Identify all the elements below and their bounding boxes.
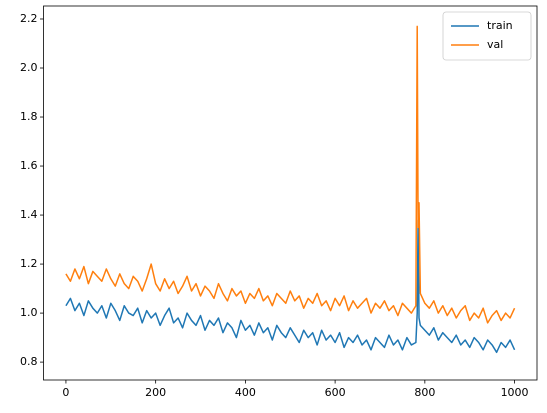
line-series [65,219,516,354]
y-tick-label: 2.2 [20,12,38,25]
y-tick-label: 1.6 [20,159,38,172]
y-tick-label: 1.8 [20,110,38,123]
legend-label: train [487,19,513,32]
x-tick-label: 0 [62,386,69,399]
plot-frame [43,5,538,381]
x-tick-label: 1000 [501,386,529,399]
legend-label: val [487,38,503,51]
x-tick-label: 800 [414,386,435,399]
y-tick-label: 1.2 [20,257,38,270]
y-tick-label: 2.0 [20,61,38,74]
legend-box [442,11,532,61]
x-tick-label: 400 [235,386,256,399]
y-tick-label: 1.0 [20,306,38,319]
y-tick-label: 0.8 [20,355,38,368]
line-series [65,25,516,324]
y-tick-label: 1.4 [20,208,38,221]
x-tick-label: 200 [145,386,166,399]
x-tick-label: 600 [325,386,346,399]
